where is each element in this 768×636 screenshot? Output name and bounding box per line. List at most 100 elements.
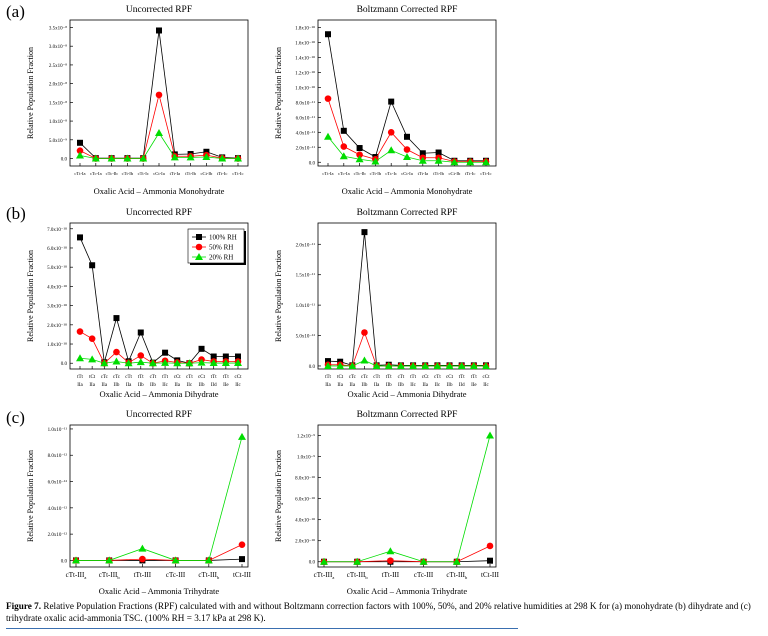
x-tick-label: tTt-Ic [465,171,475,176]
x-tick-label: tTt [325,375,331,380]
data-point [384,361,393,369]
data-point [433,361,442,369]
data-point [77,139,83,146]
legend-label: 20% RH [209,254,233,262]
data-point [469,361,478,369]
x-tick-label: cTc-Ib [106,171,119,176]
data-point [340,143,348,150]
x-tick-label: cTt-Ic [480,171,491,176]
y-tick-label: 4.0x10⁻¹⁰ [295,518,315,524]
x-tick-label: IIb [138,383,144,388]
x-tick-label: cTt [398,375,405,380]
y-tick-label: 1.4x10⁻¹⁰ [295,55,315,61]
y-tick-label: 1.0x10⁻¹⁰ [47,342,67,348]
data-point [324,95,332,102]
y-tick-label: 2.5x10⁻⁸ [49,63,67,69]
data-point [435,149,442,156]
x-tick-label: IIb [362,383,368,388]
data-point [409,361,418,369]
data-point [239,556,245,563]
data-point [170,153,179,161]
data-point [202,153,211,161]
y-tick-label: 4.0x10⁻¹² [48,506,68,512]
x-tick-label: IIc [187,383,193,388]
x-tick-label: cTt-IIIb [198,571,220,580]
data-point [91,154,100,162]
data-point [76,354,84,362]
y-tick-label: 2.0x10⁻¹⁰ [295,539,315,545]
x-tick-label: tTt-Ib [185,171,196,176]
data-point [355,155,364,163]
series-line [324,435,491,563]
data-point [487,557,493,564]
series-line [79,94,239,159]
data-point [320,557,328,565]
data-point [155,91,163,99]
data-point [486,431,494,439]
x-tick-label: tTt-Ib [433,171,444,176]
data-point [353,557,362,565]
x-tick-label: IIb [150,383,156,388]
data-point [123,154,132,162]
data-point [136,358,145,366]
y-tick-label: 5.0x10⁻⁹ [49,138,67,144]
y-tick-label: 6.0x10⁻¹⁰ [295,497,315,503]
y-tick-label: 0.0 [61,158,68,163]
x-tick-label: cCt [198,375,206,380]
series-line [76,544,243,561]
y-tick-label: 1.5x10⁻¹¹ [296,273,316,279]
legend-label: 100% RH [209,234,237,242]
x-tick-label: IIa [325,383,331,388]
data-point [339,152,348,160]
x-tick-label: IIc [235,383,241,388]
x-tick-label: IIb [447,383,453,388]
x-tick-label: cTc-III [414,571,434,579]
data-point [325,358,331,365]
data-point [185,359,194,367]
data-point [356,145,363,152]
data-point [396,361,405,369]
data-point [418,156,427,164]
chart-b-boltzmann: Boltzmann Corrected RPF 0.0 5.0x10⁻¹² 1.0x1… [274,208,497,399]
caption-text: Relative Population Fractions (RPF) calc… [6,601,751,623]
data-point [148,359,157,367]
data-point [76,151,84,159]
series-20-rh [72,432,246,564]
x-tick-label: cTc [361,375,369,380]
x-tick-label: cTt-Ia [322,171,333,176]
plot-frame [317,222,497,370]
x-tick-label: tCt-III [481,571,500,579]
y-tick-label: 1.5x10⁻⁸ [49,100,67,106]
x-tick-label: cCt-Ia [153,171,164,176]
x-tick-label: cCt [446,375,454,380]
x-tick-label: IIc [435,383,441,388]
data-point [421,361,430,369]
data-point [450,158,459,166]
x-tick-label: IIa [126,383,132,388]
x-tick-label: cTt-Ic [138,171,149,176]
series-line [328,331,486,367]
x-tick-label: cTt-Ib [122,171,134,176]
data-point [139,555,146,563]
y-tick-label: 3.0x10⁻¹⁰ [47,304,67,310]
data-point [155,129,163,137]
x-tick-label: tCt [89,375,96,380]
data-point [361,329,368,336]
x-tick-label: cTt-Ia [74,171,85,176]
y-tick-label: 8.0x10⁻¹² [48,453,68,459]
data-point [72,556,80,564]
y-tick-label: 0.0 [61,362,68,367]
x-tick-label: IIa [174,383,180,388]
data-point [198,345,205,352]
x-tick-label: IIb [199,383,205,388]
data-point [348,361,357,369]
x-axis-label: Oxalic Acid – Ammonia Trihydrate [347,586,468,596]
x-axis-label: Oxalic Acid – Ammonia Dihydrate [100,389,219,399]
panel-label-b: (b) [6,204,26,223]
y-tick-label: 0.0 [309,161,316,166]
x-tick-label: IIa [102,383,108,388]
y-tick-label: 2.0x10⁻¹² [48,532,68,538]
y-tick-label: 2.0x10⁻⁸ [49,82,67,88]
data-point [77,234,83,241]
y-tick-label: 0.0 [309,365,316,370]
